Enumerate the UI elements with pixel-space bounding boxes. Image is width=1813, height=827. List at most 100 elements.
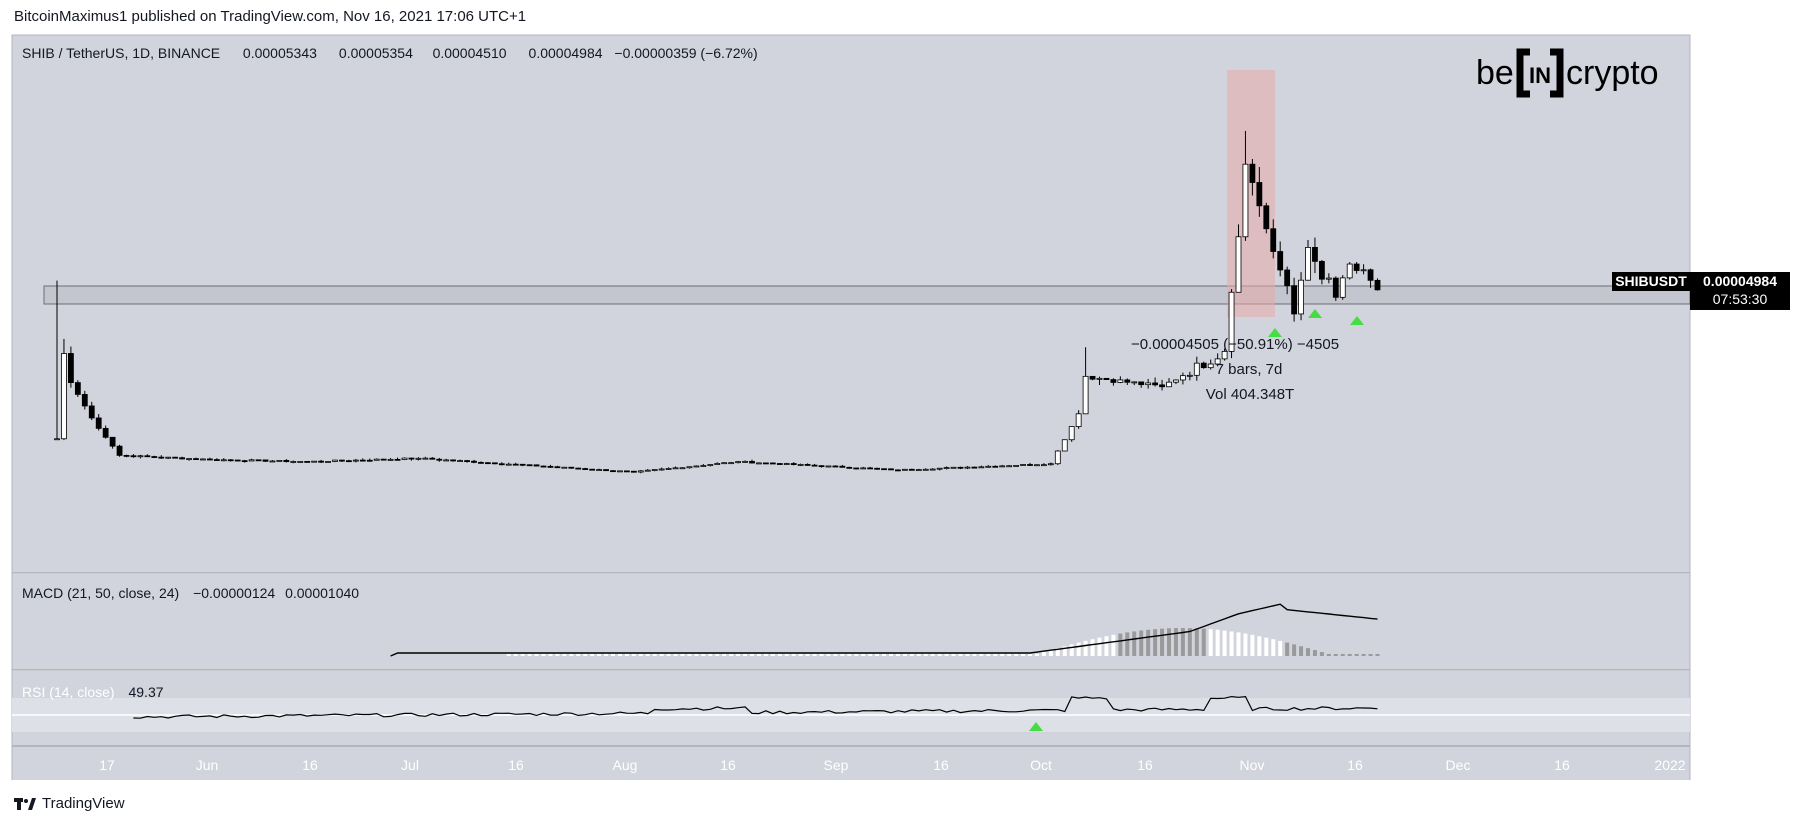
- price-tag-countdown: 07:53:30: [1713, 291, 1768, 307]
- macd-bar: [1153, 629, 1158, 656]
- candle-up: [1166, 381, 1172, 388]
- candle-up: [186, 458, 192, 461]
- macd-bar: [590, 654, 595, 656]
- macd-bar: [798, 654, 803, 656]
- candle-down: [366, 459, 373, 462]
- macd-bar: [1118, 633, 1123, 656]
- candle-up: [61, 353, 67, 440]
- candle-down: [471, 460, 477, 463]
- macd-bar: [1201, 628, 1206, 656]
- candle-down: [811, 464, 818, 467]
- macd-bar: [777, 654, 782, 656]
- candle-down: [749, 460, 755, 464]
- candle-down: [769, 462, 776, 465]
- macd-label: MACD (21, 50, close, 24): [22, 585, 179, 601]
- candle-up: [929, 468, 936, 471]
- macd-bar: [784, 654, 789, 656]
- candle-down: [144, 455, 151, 458]
- candle-down: [519, 463, 526, 466]
- macd-bar: [812, 654, 817, 656]
- macd-bar: [1139, 630, 1144, 656]
- candle-down: [283, 459, 290, 463]
- candle-down: [408, 457, 415, 460]
- candle-up: [1305, 246, 1311, 281]
- macd-legend: MACD (21, 50, close, 24) −0.00000124 0.0…: [22, 585, 359, 601]
- macd-axis-ticks: 0.00001000 0.00000000: [1702, 600, 1776, 659]
- macd-bar: [673, 654, 678, 656]
- macd-bar: [729, 654, 734, 656]
- macd-bar: [909, 654, 914, 656]
- candle-up: [1047, 463, 1054, 466]
- time-tick: 16: [508, 757, 524, 773]
- macd-bar: [1069, 644, 1074, 656]
- candle-down: [88, 405, 95, 419]
- candle-up: [999, 465, 1006, 468]
- candle-down: [1374, 279, 1381, 291]
- candle-up: [561, 466, 568, 469]
- macd-bar: [819, 654, 824, 656]
- candle-up: [1180, 375, 1186, 381]
- macd-bar: [701, 654, 706, 656]
- measure-line-1: −0.00004505 (−50.91%) −4505: [1131, 336, 1339, 353]
- chart-canvas[interactable]: USDT 0.000090000.000080000.000070000.000…: [0, 0, 1813, 780]
- candle-down: [359, 459, 366, 462]
- candle-down: [853, 467, 860, 470]
- candle-up: [387, 458, 394, 461]
- macd-bar: [1055, 648, 1060, 656]
- macd-bar: [1014, 654, 1019, 656]
- legend-c-label: C: [518, 45, 528, 61]
- macd-bar: [750, 654, 754, 656]
- candle-down: [81, 394, 88, 407]
- candle-up: [332, 459, 338, 462]
- candle-up: [637, 470, 644, 473]
- candle-down: [151, 456, 158, 458]
- candle-up: [742, 460, 748, 463]
- macd-bar: [1028, 654, 1032, 656]
- candle-up: [54, 438, 60, 441]
- macd-bar: [1375, 654, 1380, 656]
- candle-up: [352, 459, 359, 462]
- candle-down: [206, 458, 213, 461]
- candle-down: [484, 462, 491, 465]
- rsi-tick: 50.00: [1716, 707, 1751, 723]
- candle-down: [318, 460, 325, 463]
- candle-down: [68, 353, 74, 384]
- candle-up: [936, 467, 943, 470]
- candle-down: [491, 462, 498, 465]
- support-zone: [43, 285, 1691, 305]
- candle-down: [992, 465, 999, 468]
- macd-bar: [1354, 654, 1359, 656]
- macd-bar: [1132, 631, 1137, 656]
- macd-bar: [937, 654, 942, 656]
- candle-down: [568, 466, 575, 469]
- candle-down: [1027, 464, 1033, 466]
- candle-down: [554, 466, 561, 469]
- candle-up: [200, 458, 206, 461]
- macd-bar: [1090, 639, 1095, 656]
- price-tick: 0.00006000: [1702, 239, 1776, 255]
- candle-down: [1332, 277, 1339, 298]
- candle-down: [172, 456, 179, 459]
- svg-text:crypto: crypto: [1566, 54, 1659, 92]
- candle-up: [290, 461, 297, 463]
- rsi-legend: RSI (14, close) 49.37: [22, 684, 164, 700]
- candle-up: [756, 462, 762, 465]
- candle-down: [394, 458, 401, 461]
- candle-down: [498, 463, 505, 466]
- candle-down: [867, 467, 874, 470]
- candle-down: [1277, 251, 1284, 271]
- candle-up: [693, 465, 700, 468]
- candle-down: [380, 458, 387, 461]
- candle-down: [895, 469, 901, 472]
- candle-up: [1242, 163, 1249, 238]
- macd-bar: [882, 654, 887, 656]
- candle-down: [526, 464, 533, 467]
- candle-down: [339, 459, 345, 462]
- candle-up: [902, 468, 908, 471]
- macd-bar: [736, 654, 741, 656]
- price-tick: 0.00002000: [1702, 406, 1776, 422]
- time-tick: Sep: [824, 757, 849, 773]
- measure-line-3: Vol 404.348T: [1206, 386, 1294, 403]
- candle-up: [443, 459, 450, 462]
- macd-bar: [1361, 654, 1366, 656]
